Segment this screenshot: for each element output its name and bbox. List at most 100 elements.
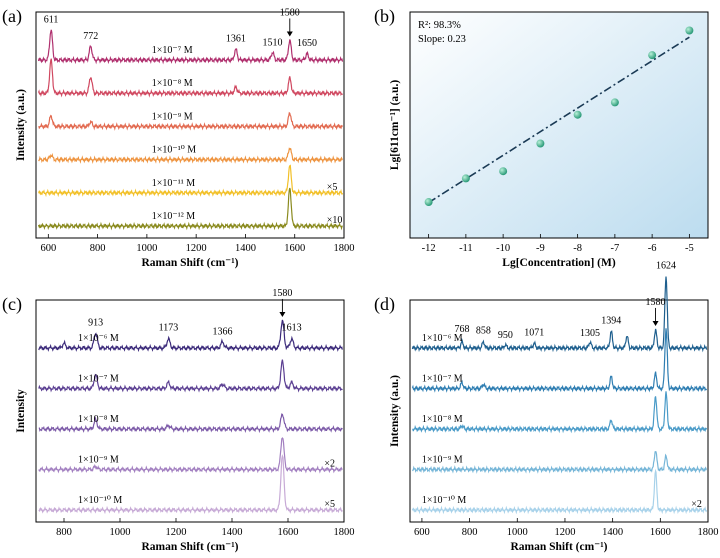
peak-label-3-3: 1071 (524, 328, 544, 339)
x-2-xtick-label-5: 1800 (334, 527, 355, 538)
series-label-0-5: 1×10⁻¹² M (152, 211, 195, 222)
data-point-0 (424, 198, 433, 207)
x-1-xtick-label-3: -9 (536, 243, 545, 254)
plot-frame-1 (409, 11, 709, 239)
series-line-2-1 (38, 359, 343, 393)
series-label-0-4: 1×10⁻¹¹ M (152, 178, 195, 189)
series-line-3-3 (411, 450, 708, 474)
peak-label-0-0: 611 (44, 15, 59, 26)
annotation-1: Slope: 0.23 (418, 34, 466, 45)
x-1-xtick-label-2: -10 (496, 243, 510, 254)
plot-frame-0 (35, 11, 345, 239)
x-3-xtick-label-6: 1800 (698, 527, 719, 538)
x-1-xtick-label-7: -5 (685, 243, 694, 254)
y-axis-label-0: Intensity (a.u.) (15, 89, 27, 161)
peak-label-2-3: 1580 (272, 288, 292, 299)
x-axis-label-0: Raman Shift (cm⁻¹) (141, 257, 238, 269)
series-note-2-3: ×2 (324, 459, 335, 470)
x-1-xtick-label-1: -11 (459, 243, 473, 254)
data-point-1 (461, 174, 470, 183)
y-axis-label-1: Lg[611cm⁻¹] (a.u.) (389, 80, 401, 170)
x-3-xtick-label-4: 1400 (602, 527, 623, 538)
x-2-xtick-label-3: 1400 (222, 527, 243, 538)
peak-label-2-0: 913 (88, 317, 103, 328)
peak-label-0-4: 1580 (280, 7, 300, 18)
x-1-xtick-label-5: -7 (611, 243, 620, 254)
x-2-xtick-label-2: 1200 (166, 527, 187, 538)
y-axis-label-3: Intensity (a.u.) (389, 375, 401, 447)
peak-label-3-4: 1305 (580, 328, 600, 339)
x-2-xtick-label-0: 800 (56, 527, 72, 538)
x-2-xtick-label-4: 1600 (278, 527, 299, 538)
peak-label-2-4: 1613 (282, 323, 302, 334)
series-line-2-4 (38, 454, 343, 515)
panel-1: (b) R²: 98.3% Slope: 0.23 -12 -11 -10 -9 -8 -7 -6… (374, 6, 709, 269)
peak-label-0-5: 1650 (297, 38, 317, 49)
peak-arrowhead-2-3 (279, 311, 286, 317)
x-0-xtick-label-6: 1800 (334, 243, 355, 254)
series-label-2-3: 1×10⁻⁹ M (78, 455, 119, 466)
series-line-0-1 (37, 58, 343, 98)
x-0-xtick-label-1: 800 (90, 243, 106, 254)
peak-label-0-2: 1361 (226, 33, 246, 44)
data-point-4 (573, 110, 582, 119)
peak-label-0-1: 772 (83, 31, 98, 42)
series-note-2-4: ×5 (324, 499, 335, 510)
peak-label-3-5: 1394 (601, 316, 621, 327)
x-0-xtick-label-0: 600 (40, 243, 56, 254)
series-line-0-3 (38, 147, 344, 164)
series-line-3-0 (411, 276, 708, 353)
peak-label-3-2: 950 (498, 330, 513, 341)
series-label-0-3: 1×10⁻¹⁰ M (152, 145, 196, 156)
panel-label-2: (c) (2, 294, 22, 315)
x-2-xtick-label-1: 1000 (110, 527, 131, 538)
x-axis-label-3: Raman Shift (cm⁻¹) (510, 541, 607, 553)
x-1-xtick-label-4: -8 (573, 243, 582, 254)
plot-frame-2 (35, 299, 345, 523)
series-label-3-0: 1×10⁻⁶ M (422, 333, 463, 344)
series-line-3-4 (411, 468, 708, 515)
series-note-3-4: ×2 (691, 499, 702, 510)
series-line-2-3 (38, 437, 343, 474)
panel-0: (a) 1×10⁻⁷ M 1×10⁻⁸ M 1×10⁻⁹ M 1×10⁻¹⁰ M 1×10… (2, 6, 355, 269)
panel-label-3: (d) (374, 294, 395, 315)
series-label-0-1: 1×10⁻⁸ M (152, 78, 193, 89)
peak-label-2-2: 1366 (212, 326, 232, 337)
x-axis-label-1: Lg[Concentration] (M) (502, 257, 616, 269)
plot-frame-3 (409, 299, 709, 523)
series-label-0-2: 1×10⁻⁹ M (152, 111, 193, 122)
series-label-2-1: 1×10⁻⁷ M (78, 374, 119, 385)
data-point-5 (610, 98, 619, 107)
series-line-0-2 (38, 111, 344, 131)
x-1-xtick-label-0: -12 (422, 243, 436, 254)
peak-label-3-0: 768 (454, 324, 469, 335)
series-label-2-2: 1×10⁻⁸ M (78, 414, 119, 425)
fit-line (428, 36, 690, 204)
x-3-xtick-label-1: 800 (462, 527, 478, 538)
x-3-xtick-label-5: 1600 (650, 527, 671, 538)
panel-label-1: (b) (374, 6, 395, 27)
peak-arrowhead-0-4 (286, 31, 293, 37)
series-line-3-2 (412, 391, 708, 434)
series-line-0-5 (37, 187, 343, 231)
x-3-xtick-label-3: 1200 (554, 527, 575, 538)
peak-label-0-3: 1510 (263, 37, 283, 48)
series-line-3-1 (411, 328, 708, 393)
series-line-0-4 (37, 164, 344, 198)
series-label-3-3: 1×10⁻⁹ M (422, 455, 463, 466)
peak-arrowhead-3-6 (652, 320, 659, 326)
x-0-xtick-label-3: 1200 (186, 243, 207, 254)
data-point-6 (648, 51, 657, 60)
annotation-0: R²: 98.3% (418, 20, 461, 31)
data-point-3 (536, 139, 545, 148)
series-note-0-4: ×5 (327, 182, 338, 193)
x-0-xtick-label-5: 1600 (284, 243, 305, 254)
series-label-3-1: 1×10⁻⁷ M (422, 374, 463, 385)
series-line-2-2 (38, 413, 343, 434)
series-label-0-0: 1×10⁻⁷ M (152, 45, 193, 56)
peak-label-2-1: 1173 (159, 323, 179, 334)
series-line-0-0 (37, 29, 344, 65)
series-label-2-0: 1×10⁻⁶ M (78, 333, 119, 344)
x-3-xtick-label-0: 600 (414, 527, 430, 538)
